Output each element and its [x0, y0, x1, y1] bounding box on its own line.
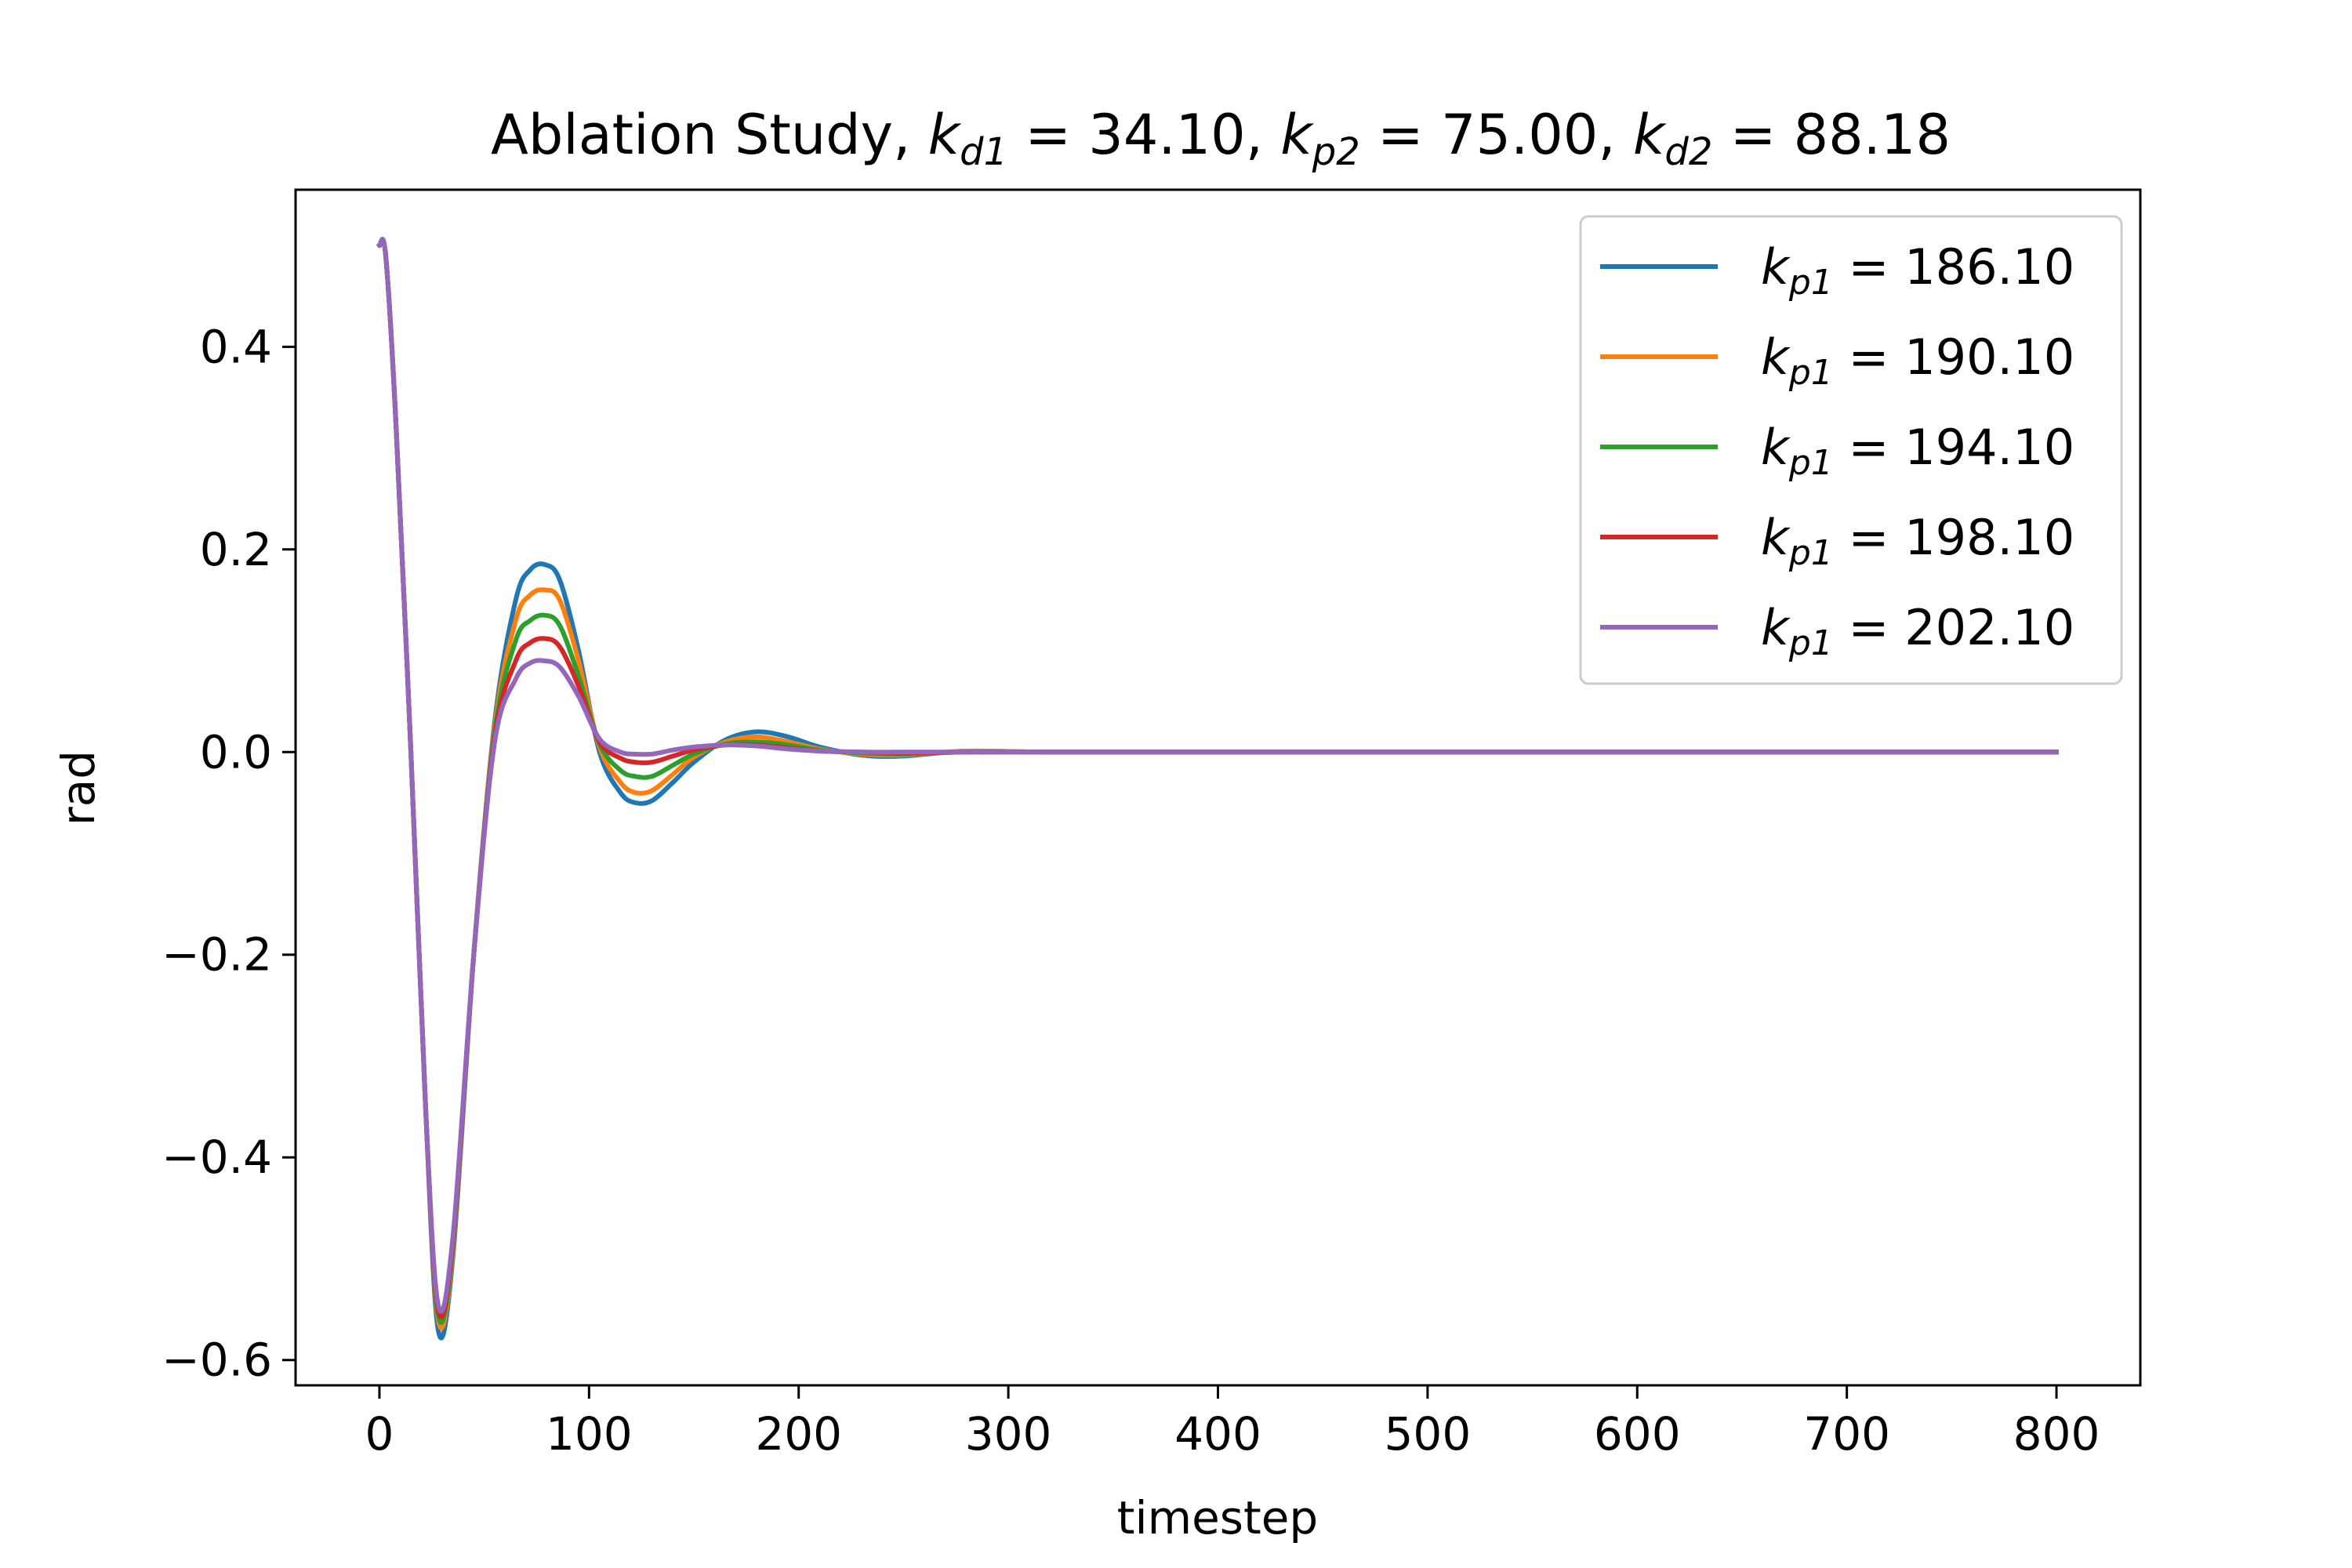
legend-label: kp1 = 190.10 — [1761, 328, 2074, 393]
y-axis-label: rad — [52, 750, 105, 826]
legend-frame — [1579, 215, 2123, 685]
x-tick-label: 500 — [1385, 1407, 1472, 1461]
x-tick-label: 700 — [1803, 1407, 1890, 1461]
x-tick-label: 100 — [546, 1407, 633, 1461]
y-tick-label: 0.0 — [200, 725, 272, 779]
chart-title: Ablation Study, kd1 = 34.10, kp2 = 75.00… — [491, 103, 1951, 174]
series-line-202-10 — [376, 237, 2059, 1314]
legend-label: kp1 = 202.10 — [1761, 599, 2074, 663]
legend: kp1 = 186.10 kp1 = 190.10 kp1 = 194.10 kp1 … — [1579, 215, 2123, 685]
series-layer — [376, 237, 2059, 1341]
y-tick-label: 0.4 — [200, 320, 272, 373]
x-tick-label: 800 — [2013, 1407, 2100, 1461]
y-tick-label: −0.4 — [162, 1131, 272, 1184]
x-tick-label: 200 — [755, 1407, 842, 1461]
y-tick-label: −0.2 — [162, 928, 272, 982]
y-tick-label: 0.2 — [200, 523, 272, 576]
x-axis-label: timestep — [1117, 1491, 1319, 1544]
legend-label: kp1 = 198.10 — [1761, 509, 2074, 573]
legend-label: kp1 = 186.10 — [1761, 238, 2074, 303]
x-tick-label: 0 — [365, 1407, 394, 1461]
y-axis: −0.6 −0.4 −0.2 0.0 0.2 0.4 — [162, 320, 296, 1387]
x-axis: 0 100 200 300 400 500 600 700 800 — [365, 1385, 2100, 1461]
y-tick-label: −0.6 — [162, 1334, 272, 1387]
legend-label: kp1 = 194.10 — [1761, 419, 2074, 483]
x-tick-label: 400 — [1174, 1407, 1261, 1461]
x-tick-label: 600 — [1594, 1407, 1681, 1461]
x-tick-label: 300 — [965, 1407, 1052, 1461]
